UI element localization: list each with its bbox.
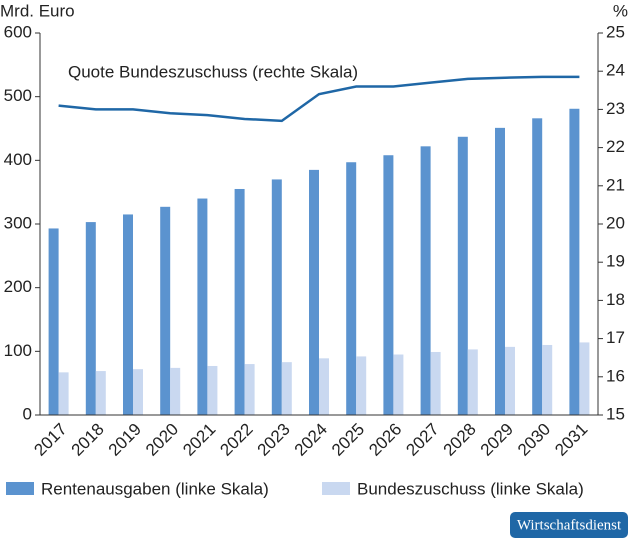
x-tick-label: 2029 (477, 420, 517, 460)
y2-tick-label: 22 (606, 137, 625, 156)
bar (207, 365, 218, 415)
bar (281, 362, 292, 415)
bar (532, 118, 543, 416)
bar (309, 169, 319, 415)
y-tick-label: 600 (4, 22, 32, 41)
x-tick-label: 2020 (142, 420, 182, 460)
x-tick-label: 2024 (291, 420, 331, 460)
x-tick-label: 2027 (402, 420, 442, 460)
y2-tick-label: 21 (606, 175, 625, 194)
bar (383, 155, 394, 416)
bar (505, 346, 515, 415)
y-tick-label: 500 (4, 86, 32, 105)
y-tick-label: 100 (4, 341, 32, 360)
bar (48, 228, 59, 415)
x-tick-label: 2019 (105, 420, 145, 460)
x-tick-label: 2022 (216, 420, 256, 460)
y-tick-label: 300 (4, 213, 32, 232)
x-tick-label: 2031 (551, 420, 591, 460)
y2-tick-label: 19 (606, 252, 625, 271)
x-tick-label: 2028 (440, 420, 480, 460)
bar (234, 188, 245, 415)
bar (170, 367, 181, 415)
y-tick-label: 400 (4, 150, 32, 169)
bar (467, 349, 478, 415)
line (58, 75, 580, 123)
legend-swatch (6, 482, 34, 495)
bar (420, 146, 431, 415)
bar (542, 344, 553, 415)
y-tick-label: 0 (23, 404, 32, 423)
source: Wirtschaftsdienst (517, 517, 622, 533)
y-axis-label: Mrd. Euro (0, 1, 75, 20)
y2-tick-label: 17 (606, 328, 625, 347)
bar (133, 369, 143, 415)
bar (430, 351, 441, 415)
bar (457, 136, 468, 415)
y2-tick-label: 23 (606, 99, 625, 118)
bar (495, 127, 505, 415)
bar (58, 372, 69, 415)
x-tick-label: 2026 (365, 420, 405, 460)
y-tick-label: 200 (4, 277, 32, 296)
line-label: Quote Bundeszuschuss (rechte Skala) (68, 62, 358, 81)
legend-label: Bundeszuschuss (linke Skala) (357, 479, 584, 498)
bar (579, 342, 590, 415)
legend-label: Rentenausgaben (linke Skala) (41, 479, 269, 498)
y2-axis-label: % (613, 1, 628, 20)
y2-tick-label: 20 (606, 213, 625, 232)
bar (319, 358, 329, 415)
y2-tick-label: 18 (606, 290, 625, 309)
x-tick-label: 2025 (328, 420, 368, 460)
x-tick-label: 2018 (68, 420, 108, 460)
bar (393, 354, 404, 415)
x-tick-label: 2021 (179, 420, 219, 460)
x-tick-label: 2023 (254, 420, 294, 460)
legend-swatch (322, 482, 350, 495)
bar (271, 179, 282, 415)
bar (244, 364, 255, 415)
y2-tick-label: 24 (606, 61, 625, 80)
source-badge (510, 512, 628, 538)
bar (85, 222, 96, 415)
x-tick-label: 2017 (30, 420, 70, 460)
x-tick-label: 2030 (514, 420, 554, 460)
bar (569, 108, 580, 415)
bar (197, 198, 208, 415)
bar (356, 356, 367, 415)
bar (95, 371, 106, 415)
y2-tick-label: 25 (606, 22, 625, 41)
y2-tick-label: 15 (606, 404, 625, 423)
y2-tick-label: 16 (606, 366, 625, 385)
bar (346, 162, 357, 415)
bar (123, 214, 133, 415)
bar (160, 206, 171, 415)
